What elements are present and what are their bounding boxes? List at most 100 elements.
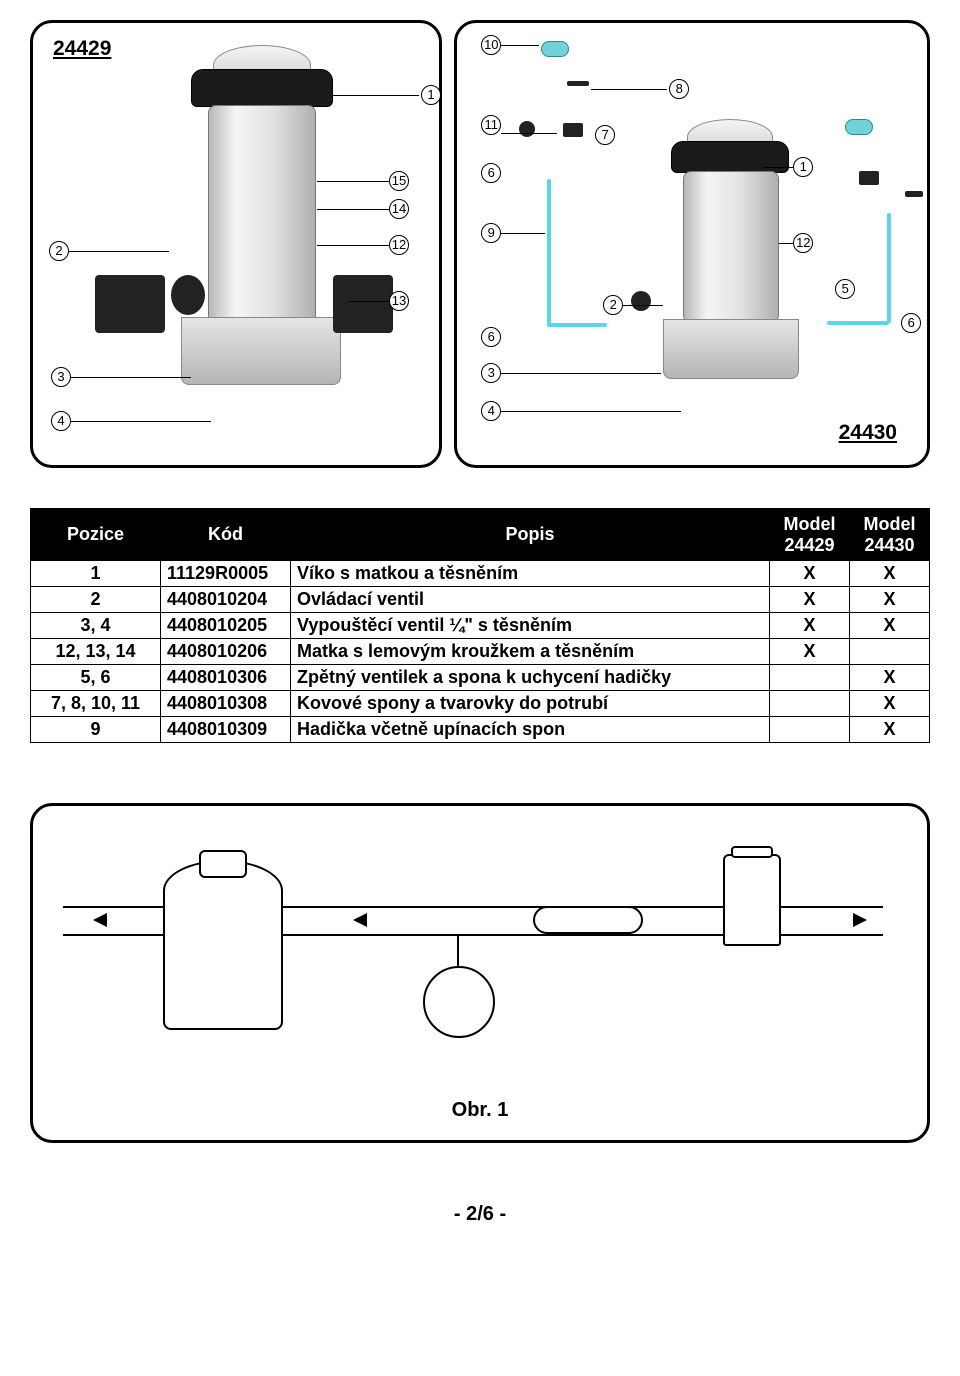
lead-line bbox=[501, 133, 557, 134]
connector-left bbox=[95, 275, 165, 333]
callout: 11 bbox=[481, 115, 501, 135]
hose-clip-icon bbox=[845, 119, 873, 135]
callout: 3 bbox=[481, 363, 501, 383]
cell-desc: Ovládací ventil bbox=[291, 587, 770, 613]
cell-code: 4408010308 bbox=[161, 691, 291, 717]
callout: 8 bbox=[669, 79, 689, 99]
cell-code: 4408010309 bbox=[161, 717, 291, 743]
device-lid bbox=[671, 141, 789, 173]
cell-m2: X bbox=[850, 561, 930, 587]
callout: 5 bbox=[835, 279, 855, 299]
cell-m1: X bbox=[770, 639, 850, 665]
connector-right bbox=[333, 275, 393, 333]
th-popis: Popis bbox=[291, 509, 770, 561]
th-model-24430: Model 24430 bbox=[850, 509, 930, 561]
th-model-24429: Model 24429 bbox=[770, 509, 850, 561]
callout: 12 bbox=[389, 235, 409, 255]
callout: 14 bbox=[389, 199, 409, 219]
cell-m1: X bbox=[770, 587, 850, 613]
page-number: - 2/6 - bbox=[30, 1203, 930, 1226]
cell-code: 11129R0005 bbox=[161, 561, 291, 587]
table-row: 7, 8, 10, 11 4408010308 Kovové spony a t… bbox=[31, 691, 930, 717]
table-row: 2 4408010204 Ovládací ventil X X bbox=[31, 587, 930, 613]
lead-line bbox=[501, 411, 681, 412]
callout: 2 bbox=[603, 295, 623, 315]
th-kod: Kód bbox=[161, 509, 291, 561]
lead-line bbox=[501, 373, 661, 374]
cell-code: 4408010205 bbox=[161, 613, 291, 639]
small-part bbox=[905, 191, 923, 197]
callout: 7 bbox=[595, 125, 615, 145]
callout: 13 bbox=[389, 291, 409, 311]
cell-m1 bbox=[770, 691, 850, 717]
figure-label-24429: 24429 bbox=[53, 37, 111, 61]
cell-pos: 3, 4 bbox=[31, 613, 161, 639]
gasket-left bbox=[171, 275, 205, 315]
figure-panel-24429: 24429 1 15 14 12 13 2 3 4 bbox=[30, 20, 442, 468]
lead-line bbox=[317, 245, 389, 246]
flow-arrow-icon bbox=[93, 913, 107, 927]
th-pozice: Pozice bbox=[31, 509, 161, 561]
cell-m2: X bbox=[850, 665, 930, 691]
cell-pos: 9 bbox=[31, 717, 161, 743]
multiport-valve-icon bbox=[199, 850, 247, 878]
callout: 6 bbox=[481, 163, 501, 183]
device-body bbox=[683, 171, 779, 323]
table-row: 3, 4 4408010205 Vypouštěcí ventil ¼" s t… bbox=[31, 613, 930, 639]
lead-line bbox=[349, 301, 389, 302]
cell-m1: X bbox=[770, 613, 850, 639]
cell-m1: X bbox=[770, 561, 850, 587]
table-row: 9 4408010309 Hadička včetně upínacích sp… bbox=[31, 717, 930, 743]
callout: 6 bbox=[901, 313, 921, 333]
small-part bbox=[563, 123, 583, 137]
hose-left-bend bbox=[547, 323, 607, 327]
small-part bbox=[859, 171, 879, 185]
cell-desc: Víko s matkou a těsněním bbox=[291, 561, 770, 587]
cell-m1 bbox=[770, 665, 850, 691]
hose-left bbox=[547, 179, 551, 325]
callout: 4 bbox=[51, 411, 71, 431]
hose-right-bend bbox=[827, 321, 889, 325]
device-lid bbox=[191, 69, 333, 107]
gasket bbox=[631, 291, 651, 311]
device-body bbox=[208, 105, 316, 323]
cell-m2: X bbox=[850, 717, 930, 743]
callout: 3 bbox=[51, 367, 71, 387]
hose-right bbox=[887, 213, 891, 323]
hose-clip-icon bbox=[541, 41, 569, 57]
figure-panel-24430: 24430 10 8 11 7 6 1 bbox=[454, 20, 930, 468]
cell-desc: Zpětný ventilek a spona k uchycení hadič… bbox=[291, 665, 770, 691]
callout: 4 bbox=[481, 401, 501, 421]
callout: 9 bbox=[481, 223, 501, 243]
small-part bbox=[567, 81, 589, 86]
schematic-caption: Obr. 1 bbox=[452, 1099, 509, 1122]
figure-row: 24429 1 15 14 12 13 2 3 4 24430 bbox=[30, 20, 930, 468]
lead-line bbox=[71, 377, 191, 378]
lead-line bbox=[317, 181, 389, 182]
cell-pos: 2 bbox=[31, 587, 161, 613]
chlorinator-lid-icon bbox=[731, 846, 773, 858]
cell-code: 4408010306 bbox=[161, 665, 291, 691]
cell-pos: 12, 13, 14 bbox=[31, 639, 161, 665]
cell-pos: 7, 8, 10, 11 bbox=[31, 691, 161, 717]
parts-table: Pozice Kód Popis Model 24429 Model 24430… bbox=[30, 508, 930, 743]
figure-label-24430: 24430 bbox=[839, 421, 897, 445]
cell-pos: 5, 6 bbox=[31, 665, 161, 691]
small-part bbox=[519, 121, 535, 137]
cell-m2: X bbox=[850, 613, 930, 639]
lead-line bbox=[69, 251, 169, 252]
callout: 6 bbox=[481, 327, 501, 347]
table-row: 1 11129R0005 Víko s matkou a těsněním X … bbox=[31, 561, 930, 587]
cell-desc: Matka s lemovým kroužkem a těsněním bbox=[291, 639, 770, 665]
lead-line bbox=[501, 233, 545, 234]
filter-tank-icon bbox=[163, 860, 283, 1030]
callout: 1 bbox=[421, 85, 441, 105]
lead-line bbox=[623, 305, 663, 306]
cell-desc: Vypouštěcí ventil ¼" s těsněním bbox=[291, 613, 770, 639]
lead-line bbox=[71, 421, 211, 422]
chlorinator-icon bbox=[723, 854, 781, 946]
callout: 12 bbox=[793, 233, 813, 253]
table-row: 5, 6 4408010306 Zpětný ventilek a spona … bbox=[31, 665, 930, 691]
callout: 10 bbox=[481, 35, 501, 55]
device-base bbox=[181, 317, 341, 385]
